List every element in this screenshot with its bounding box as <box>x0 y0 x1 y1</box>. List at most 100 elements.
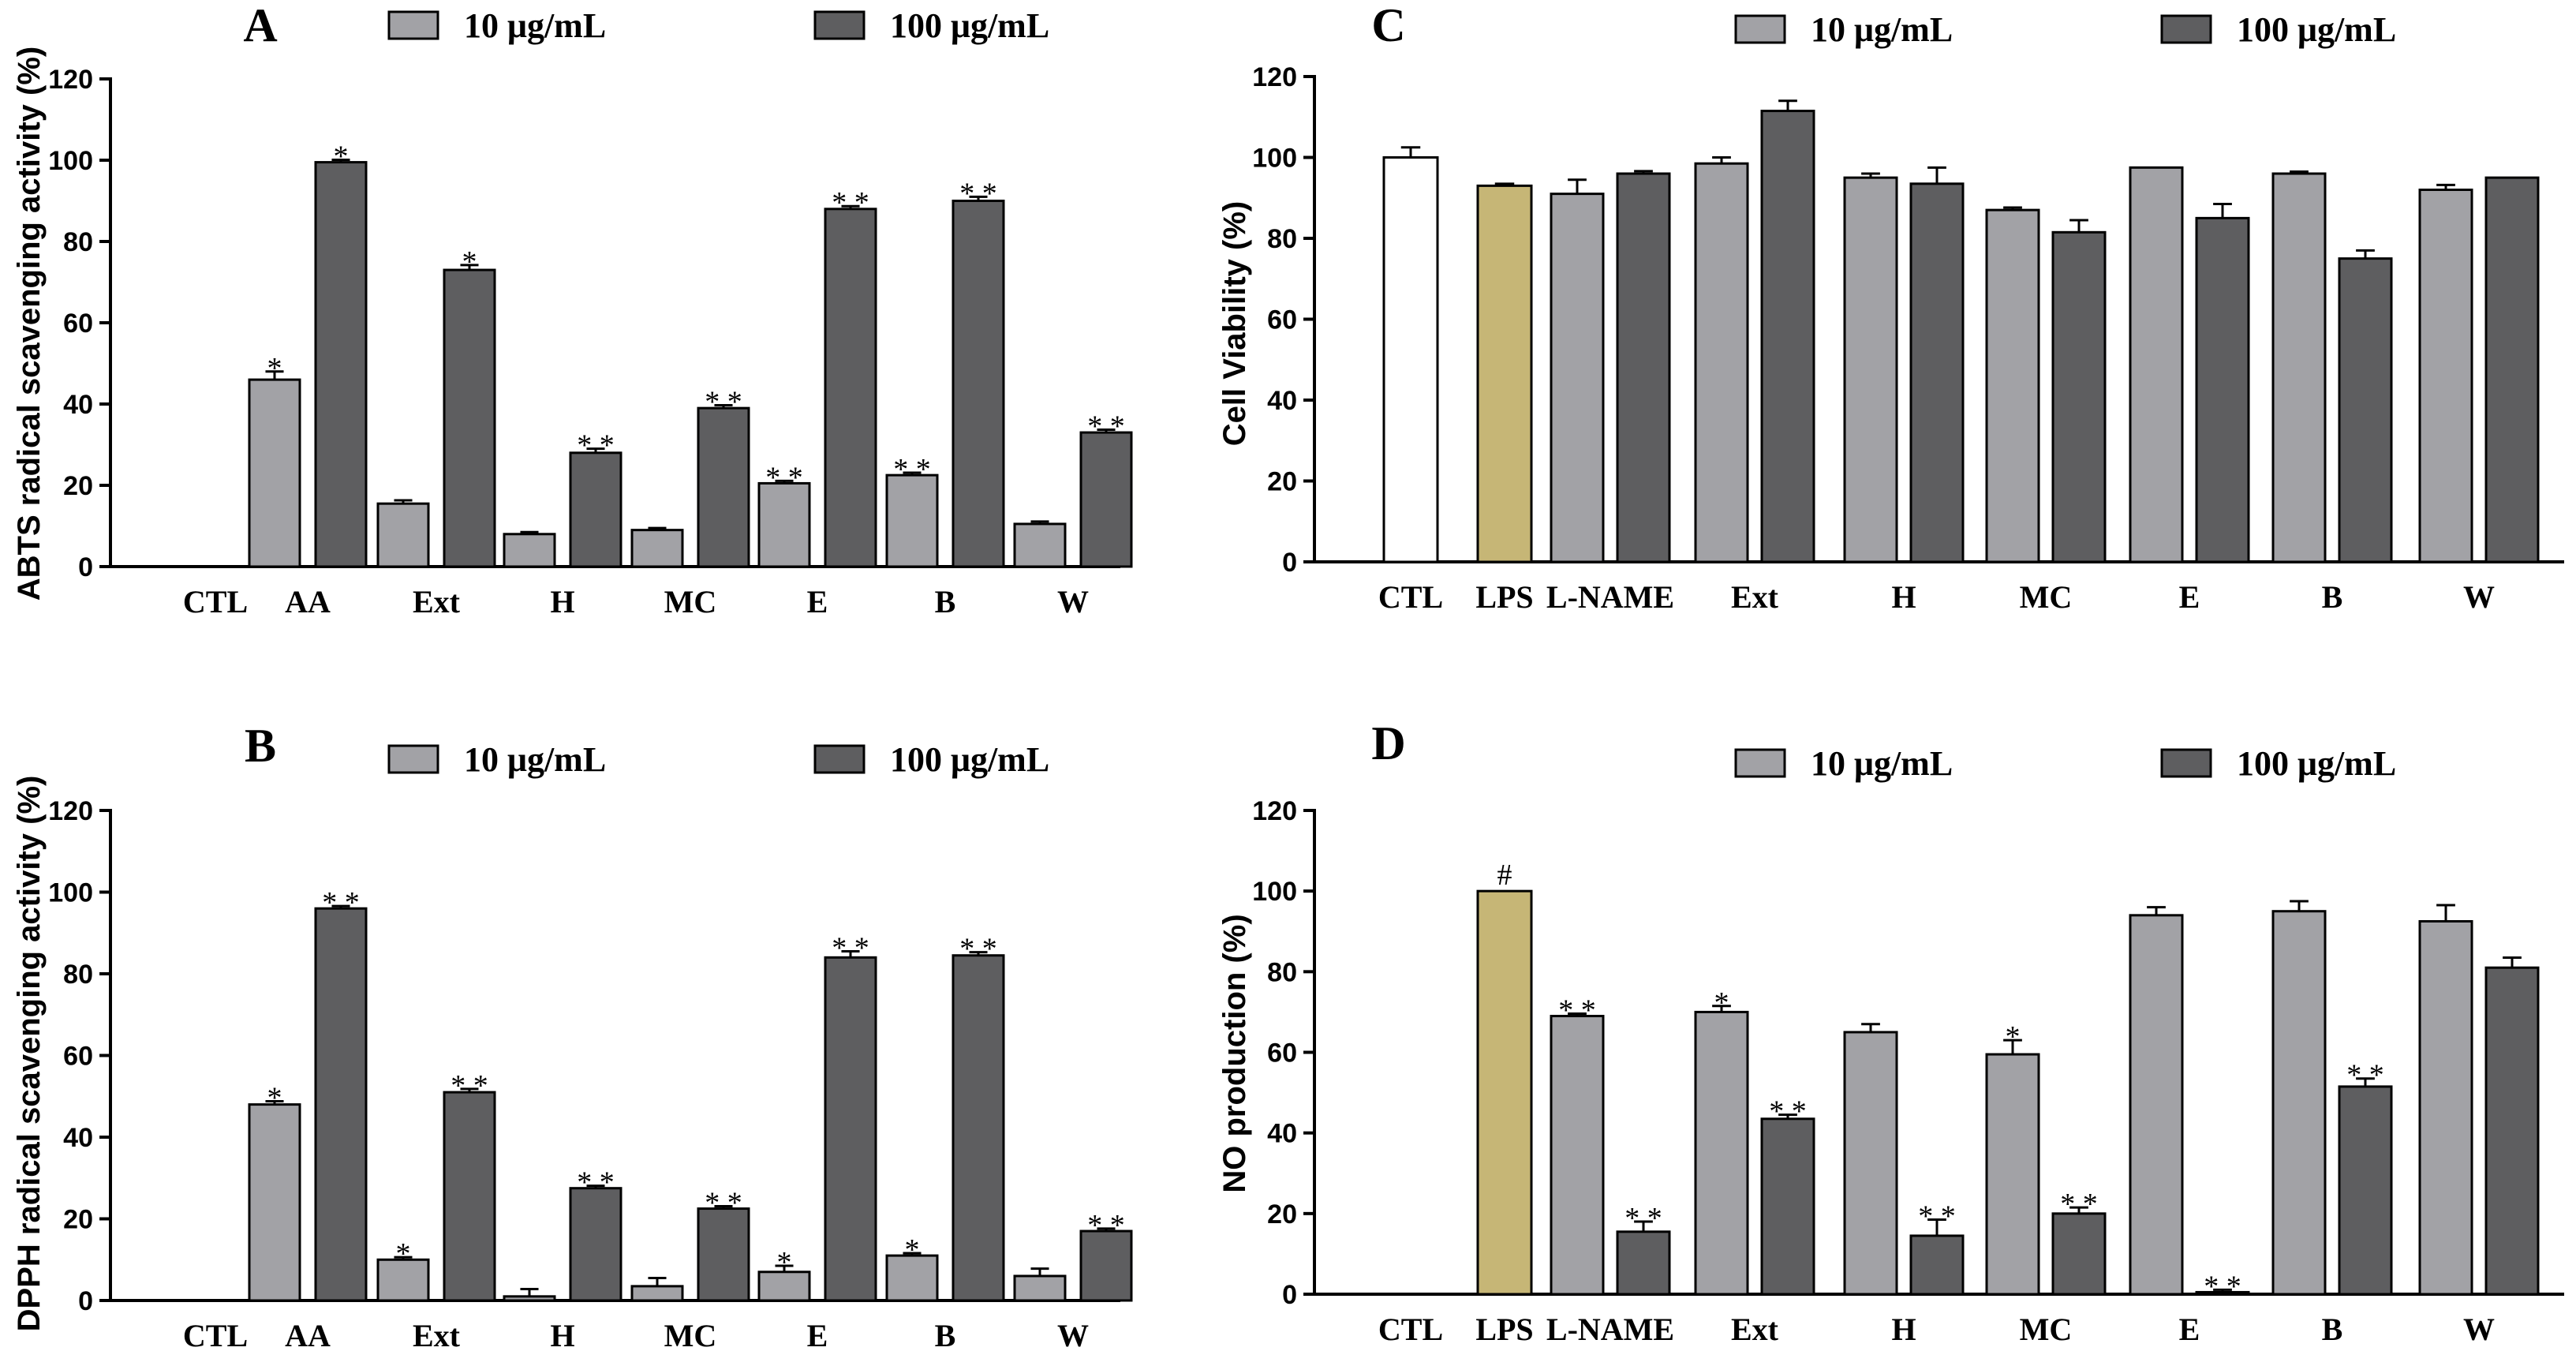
bar-w-10 <box>1013 1274 1067 1302</box>
bar-mc-100 <box>697 1207 750 1302</box>
legend-label-100: 100 μg/mL <box>890 6 1049 45</box>
x-tick-label: MC <box>664 584 717 619</box>
x-tick-label: H <box>1891 1312 1916 1347</box>
x-tick-label: LPS <box>1475 1312 1533 1347</box>
x-tick-label: E <box>2179 1312 2200 1347</box>
bar-w-100 <box>2484 176 2540 563</box>
bar-mc-10 <box>1985 208 2040 563</box>
bar-b-100 <box>2338 257 2393 563</box>
significance-marker: * * <box>2346 1059 2384 1092</box>
x-tick-label: Ext <box>413 584 461 619</box>
significance-marker: * <box>1714 986 1729 1020</box>
y-tick-label: 0 <box>1282 548 1297 578</box>
legend-label-10: 10 μg/mL <box>1811 10 1953 49</box>
bar-h-10 <box>1843 176 1898 563</box>
y-tick-label: 0 <box>1282 1280 1297 1310</box>
bar-b-100 <box>952 954 1005 1302</box>
bar-b-10 <box>2271 172 2327 563</box>
significance-marker: * * <box>765 461 803 494</box>
legend-label-100: 100 μg/mL <box>2237 744 2396 783</box>
bar-ext-10 <box>376 1258 430 1302</box>
legend-label-10: 10 μg/mL <box>464 740 606 779</box>
bar-ext-10 <box>376 502 430 568</box>
x-tick-label: MC <box>2020 1312 2073 1347</box>
bar-e-100 <box>2195 216 2250 563</box>
y-tick-label: 60 <box>63 309 93 339</box>
y-tick-label: 80 <box>1267 957 1297 987</box>
x-tick-label: MC <box>664 1318 717 1353</box>
bar-h-10 <box>503 533 556 568</box>
bar-aa-100 <box>314 907 368 1302</box>
y-axis-label: ABTS radical scavenging activity (%) <box>12 47 47 601</box>
y-tick-label: 40 <box>1267 386 1297 416</box>
x-tick-label: Ext <box>413 1318 461 1353</box>
significance-marker: * * <box>2060 1188 2098 1221</box>
legend-label-10: 10 μg/mL <box>464 6 606 45</box>
legend-swatch-100 <box>813 10 866 40</box>
significance-marker: * * <box>959 177 997 210</box>
panel-letter: B <box>245 720 276 772</box>
legend-label-100: 100 μg/mL <box>2237 10 2396 49</box>
x-tick-label: E <box>807 1318 828 1353</box>
panel-letter: C <box>1371 0 1405 51</box>
bar-l-name-10 <box>1550 193 1605 563</box>
bar-ext-10 <box>1694 1010 1749 1296</box>
significance-marker: * <box>334 140 349 173</box>
chart-panel-d: D 10 μg/mL 100 μg/mL NO production (%) 0 20 40… <box>1217 717 2564 1347</box>
bar-mc-10 <box>630 1285 684 1302</box>
bar-b-10 <box>885 1254 939 1302</box>
legend-label-100: 100 μg/mL <box>890 740 1049 779</box>
bar-b-100 <box>952 200 1005 568</box>
significance-marker: * * <box>1558 994 1596 1027</box>
x-tick-label: B <box>2322 1312 2343 1347</box>
x-tick-label: AA <box>285 584 331 619</box>
significance-marker: * <box>2006 1020 2021 1054</box>
x-tick-label: H <box>550 584 574 619</box>
bar-b-10 <box>2271 910 2327 1296</box>
significance-marker: * * <box>1918 1199 1956 1233</box>
y-tick-label: 60 <box>1267 305 1297 335</box>
y-tick-label: 20 <box>1267 467 1297 497</box>
legend-swatch-10 <box>1734 748 1786 778</box>
significance-marker: * <box>905 1233 920 1267</box>
x-tick-label: Ext <box>1731 1312 1779 1347</box>
x-tick-label: CTL <box>183 1318 248 1353</box>
x-tick-label: MC <box>2020 579 2073 615</box>
y-tick-label: 120 <box>48 796 93 826</box>
x-tick-label: LPS <box>1475 579 1533 615</box>
bar-l-name-100 <box>1616 1230 1671 1296</box>
y-axis-label: Cell Viability (%) <box>1217 201 1252 446</box>
legend-swatch-100 <box>2160 748 2212 778</box>
bar-e-100 <box>824 956 877 1302</box>
bar-w-10 <box>2418 189 2473 563</box>
x-tick-label: L-NAME <box>1546 579 1674 615</box>
y-axis-label: NO production (%) <box>1217 914 1252 1192</box>
y-tick-label: 80 <box>63 960 93 990</box>
bar-h-10 <box>1843 1031 1898 1296</box>
x-tick-label: Ext <box>1731 579 1779 615</box>
significance-marker: * * <box>2204 1270 2241 1303</box>
y-tick-label: 20 <box>63 1205 93 1235</box>
bar-w-100 <box>1079 431 1133 568</box>
y-tick-label: 100 <box>1252 877 1297 907</box>
bar-aa-100 <box>314 161 368 568</box>
y-tick-label: 100 <box>1252 144 1297 174</box>
chart-panel-a: A 10 μg/mL 100 μg/mL ABTS radical scavengin… <box>12 0 1133 619</box>
y-tick-label: 40 <box>63 390 93 420</box>
y-tick-label: 120 <box>1252 796 1297 826</box>
bar-ext-100 <box>443 268 496 568</box>
y-tick-label: 40 <box>1267 1119 1297 1149</box>
bar-b-100 <box>2338 1085 2393 1296</box>
bar-mc-10 <box>1985 1053 2040 1296</box>
x-tick-label: H <box>550 1318 574 1353</box>
significance-marker: * <box>267 1081 282 1114</box>
bar-ext-10 <box>1694 162 1749 563</box>
x-tick-label: L-NAME <box>1546 1312 1674 1347</box>
significance-marker: * <box>267 352 282 385</box>
x-tick-label: W <box>1057 1318 1089 1353</box>
x-tick-label: E <box>807 584 828 619</box>
x-tick-label: W <box>1057 584 1089 619</box>
x-tick-label: CTL <box>1378 579 1443 615</box>
x-tick-label: H <box>1891 579 1916 615</box>
y-tick-label: 120 <box>1252 62 1297 92</box>
